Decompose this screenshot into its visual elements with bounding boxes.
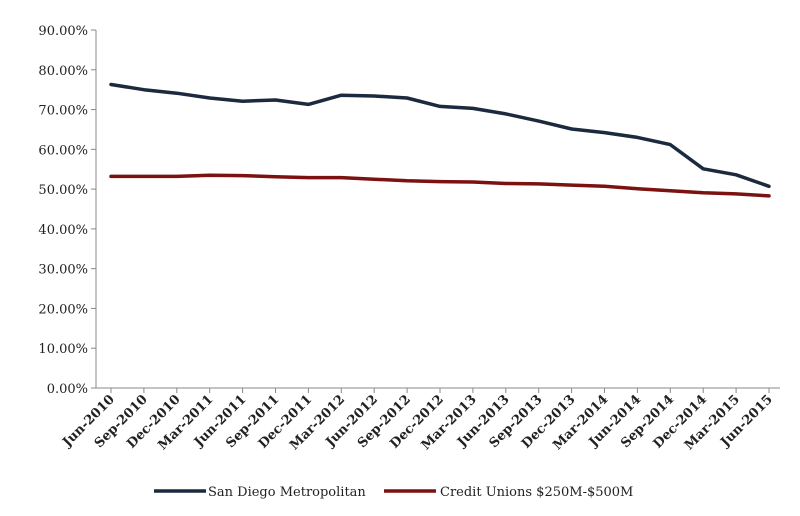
plot-area: 0.00% 10.00% 20.00% 30.00% 40.00% 50.00% 60.00… xyxy=(38,24,780,453)
series-line-credit-unions xyxy=(109,173,771,198)
legend: San Diego Metropolitan Credit Unions $25… xyxy=(154,485,633,500)
y-tick-label: 70.00% xyxy=(38,104,88,119)
y-tick-label: 80.00% xyxy=(38,64,88,79)
legend-label-san-diego: San Diego Metropolitan xyxy=(208,485,366,500)
y-tick-label: 60.00% xyxy=(38,143,88,158)
y-tick-label: 40.00% xyxy=(38,223,88,238)
y-tick-label: 0.00% xyxy=(47,382,88,397)
y-tick-label: 20.00% xyxy=(38,302,88,317)
y-tick-label: 50.00% xyxy=(38,183,88,198)
y-tick-label: 30.00% xyxy=(38,263,88,278)
series-lines xyxy=(109,82,771,198)
series-line-san-diego xyxy=(109,82,771,189)
x-axis-ticks: Jun-2010Sep-2010Dec-2010Mar-2011Jun-2011… xyxy=(59,388,776,453)
legend-label-credit-unions: Credit Unions $250M-$500M xyxy=(440,485,633,500)
y-tick-label: 90.00% xyxy=(38,24,88,39)
y-tick-label: 10.00% xyxy=(38,342,88,357)
y-axis-ticks: 0.00% 10.00% 20.00% 30.00% 40.00% 50.00% 60.00… xyxy=(38,24,96,397)
